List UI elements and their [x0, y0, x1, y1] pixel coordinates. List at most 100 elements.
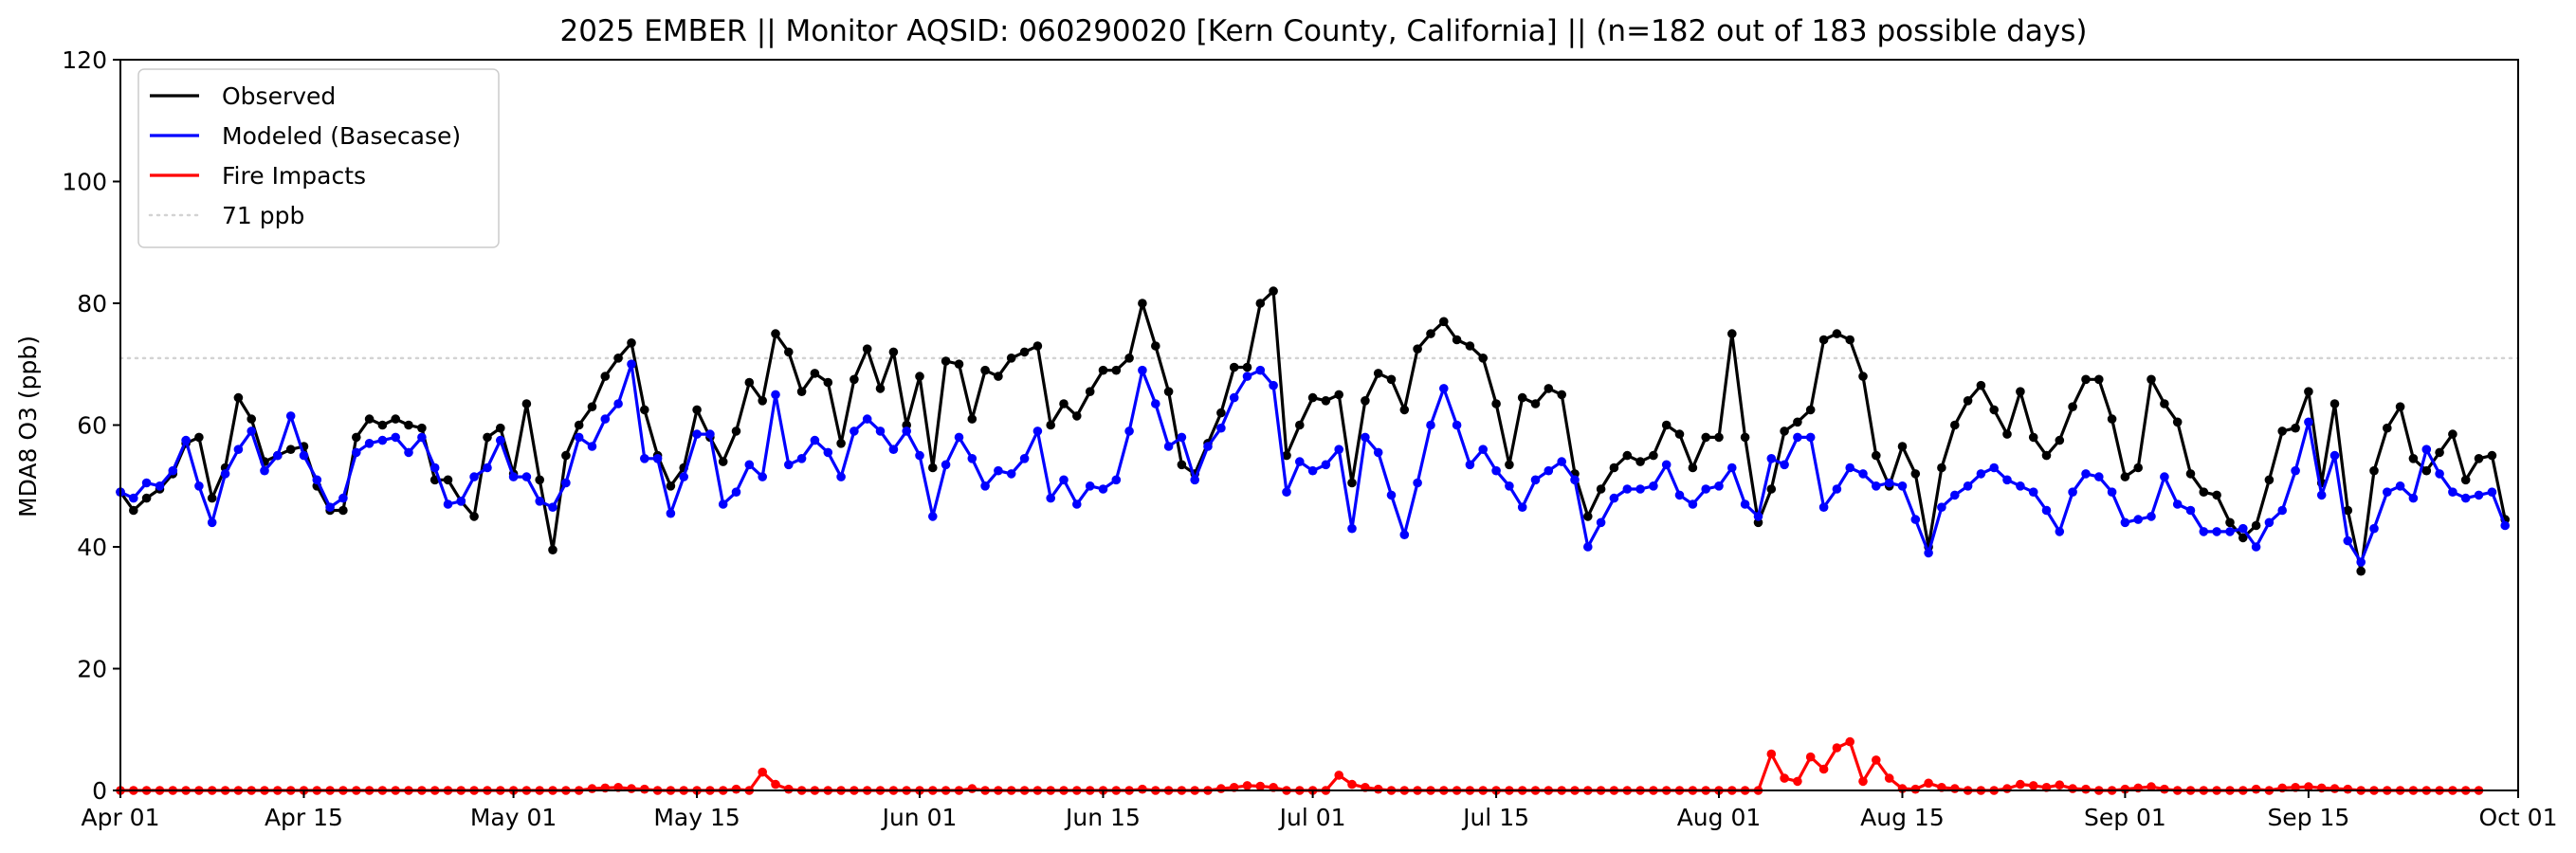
data-point-modeled-basecase — [129, 493, 138, 503]
data-point-observed — [1413, 344, 1422, 354]
data-point-modeled-basecase — [967, 454, 977, 463]
data-point-observed — [2199, 487, 2209, 497]
data-point-modeled-basecase — [652, 454, 663, 463]
data-point-modeled-basecase — [2120, 517, 2130, 528]
x-tick-label: Sep 01 — [2084, 804, 2166, 831]
legend-label: Fire Impacts — [222, 162, 366, 190]
data-point-observed — [1544, 384, 1554, 393]
data-point-modeled-basecase — [1177, 432, 1187, 443]
data-point-observed — [2055, 435, 2065, 445]
data-point-observed — [129, 505, 138, 516]
data-point-observed — [1177, 460, 1187, 470]
data-point-modeled-basecase — [640, 454, 649, 463]
data-point-modeled-basecase — [2395, 481, 2405, 491]
data-point-observed — [1780, 426, 1789, 436]
data-point-fire-impacts — [1858, 776, 1868, 787]
data-point-observed — [2395, 402, 2405, 412]
data-point-observed — [1347, 478, 1357, 488]
data-point-modeled-basecase — [928, 512, 938, 521]
legend-box — [137, 68, 500, 248]
data-point-observed — [338, 505, 348, 516]
data-point-observed — [443, 475, 453, 485]
data-point-observed — [744, 377, 755, 388]
data-point-modeled-basecase — [1321, 460, 1331, 470]
data-point-observed — [980, 365, 990, 375]
data-point-observed — [1111, 365, 1122, 375]
data-point-modeled-basecase — [1544, 465, 1554, 476]
data-point-observed — [1845, 335, 1854, 345]
data-point-modeled-basecase — [207, 517, 217, 528]
data-point-modeled-basecase — [377, 435, 388, 445]
data-point-modeled-basecase — [1386, 490, 1397, 500]
data-point-observed — [1688, 463, 1698, 473]
x-tick-label: Apr 15 — [265, 804, 343, 831]
data-point-modeled-basecase — [980, 481, 990, 491]
data-point-observed — [2304, 387, 2313, 397]
data-point-observed — [2002, 429, 2012, 439]
data-point-observed — [1976, 380, 1986, 390]
data-point-modeled-basecase — [1872, 481, 1881, 491]
data-point-observed — [1124, 354, 1134, 363]
data-point-modeled-basecase — [1649, 481, 1658, 491]
data-point-modeled-basecase — [1583, 542, 1593, 552]
data-point-modeled-basecase — [2172, 499, 2183, 509]
data-point-modeled-basecase — [2369, 523, 2379, 534]
legend-label: 71 ppb — [222, 202, 304, 229]
y-axis-title: MDA8 O3 (ppb) — [14, 336, 42, 517]
data-point-observed — [928, 463, 938, 473]
data-point-modeled-basecase — [2500, 520, 2510, 531]
y-tick-label: 0 — [92, 777, 107, 805]
data-point-modeled-basecase — [941, 460, 951, 470]
data-point-modeled-basecase — [1950, 490, 1960, 500]
data-point-observed — [1255, 299, 1266, 308]
data-point-modeled-basecase — [1897, 481, 1908, 491]
data-point-modeled-basecase — [247, 426, 257, 436]
data-point-observed — [796, 387, 807, 397]
data-point-observed — [1138, 299, 1147, 308]
data-point-fire-impacts — [1832, 743, 1842, 753]
data-point-modeled-basecase — [2435, 469, 2444, 479]
data-point-observed — [2448, 429, 2457, 439]
data-point-modeled-basecase — [718, 499, 728, 509]
data-point-observed — [483, 432, 492, 443]
data-point-observed — [1609, 463, 1619, 473]
data-point-modeled-basecase — [810, 435, 820, 445]
data-point-observed — [1006, 354, 1016, 363]
data-point-fire-impacts — [2343, 784, 2353, 794]
data-point-modeled-basecase — [1714, 481, 1724, 491]
data-point-modeled-basecase — [2081, 469, 2091, 479]
data-point-observed — [994, 372, 1003, 381]
data-point-fire-impacts — [784, 784, 794, 794]
data-point-observed — [1530, 399, 1541, 408]
data-point-observed — [2094, 374, 2104, 385]
data-point-observed — [1046, 420, 1055, 430]
data-point-observed — [1019, 347, 1030, 357]
data-point-observed — [1373, 369, 1383, 378]
data-point-observed — [1399, 405, 1410, 415]
legend: Observed Modeled (Basecase) Fire Impacts 71… — [137, 68, 500, 248]
data-point-observed — [1465, 341, 1475, 351]
x-tick-label: Jul 01 — [1278, 804, 1346, 831]
data-point-observed — [810, 369, 820, 378]
data-point-observed — [1740, 432, 1750, 443]
data-point-modeled-basecase — [888, 445, 899, 455]
data-point-modeled-basecase — [1780, 460, 1789, 470]
data-point-modeled-basecase — [325, 502, 335, 512]
data-point-modeled-basecase — [1269, 380, 1278, 390]
data-point-observed — [587, 402, 597, 412]
data-point-modeled-basecase — [796, 454, 807, 463]
data-point-modeled-basecase — [2264, 517, 2275, 528]
data-point-modeled-basecase — [1242, 372, 1252, 381]
data-point-modeled-basecase — [823, 447, 833, 458]
data-point-modeled-basecase — [1596, 517, 1606, 528]
data-point-observed — [207, 493, 217, 503]
data-point-observed — [2120, 472, 2130, 481]
data-point-modeled-basecase — [2277, 505, 2287, 516]
data-point-modeled-basecase — [285, 411, 296, 421]
data-point-observed — [1478, 354, 1488, 363]
data-point-observed — [692, 405, 702, 415]
data-point-modeled-basecase — [784, 460, 794, 470]
data-point-fire-impacts — [1805, 752, 1816, 762]
data-point-observed — [1766, 484, 1777, 494]
y-tick-label: 120 — [62, 46, 107, 74]
